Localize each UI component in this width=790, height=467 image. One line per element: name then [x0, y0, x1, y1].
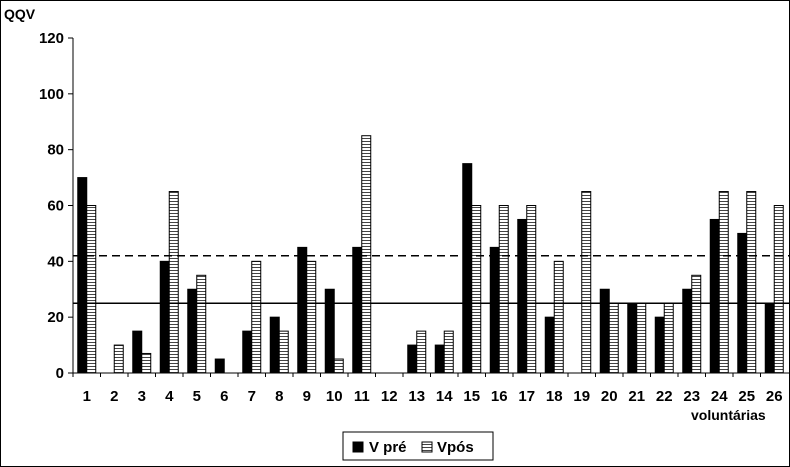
x-tick-label: 25 — [738, 388, 755, 405]
x-tick-label: 7 — [248, 388, 256, 405]
x-tick-label: 13 — [408, 388, 425, 405]
bar-vpos — [526, 205, 537, 374]
x-tick-label: 21 — [628, 388, 645, 405]
x-tick-label: 12 — [381, 388, 398, 405]
x-tick-label: 8 — [275, 388, 283, 405]
bar-vpos — [168, 191, 179, 374]
x-tick-label: 23 — [683, 388, 700, 405]
y-axis-title: QQV — [4, 6, 36, 22]
legend-box — [342, 431, 494, 461]
x-tick-label: 1 — [83, 388, 91, 405]
bar-v-pre — [627, 302, 638, 374]
bar-vpos — [608, 302, 619, 374]
x-tick-label: 14 — [436, 388, 453, 405]
y-tick-label: 100 — [39, 86, 64, 103]
x-tick-label: 9 — [303, 388, 311, 405]
bar-vpos — [361, 135, 372, 374]
bar-vpos — [663, 302, 674, 374]
bar-v-pre — [599, 288, 610, 374]
bar-v-pre — [682, 288, 693, 374]
x-tick-label: 15 — [463, 388, 480, 405]
x-axis: 1 2 3 4 5 6 7 8 9 10 11 12 13 14 15 16 17 18 19 20 21 22 23 24 2… — [72, 373, 783, 405]
x-tick-label: 18 — [546, 388, 563, 405]
x-tick-label: 10 — [326, 388, 343, 405]
bar-v-pre — [242, 330, 253, 374]
reference-lines — [73, 255, 790, 304]
x-tick-label: 11 — [354, 388, 370, 405]
bar-vpos — [196, 274, 207, 374]
x-tick-label: 16 — [491, 388, 508, 405]
y-tick-label: 40 — [47, 253, 64, 270]
bar-vpos — [416, 330, 427, 374]
bar-v-pre — [132, 330, 143, 374]
bar-v-pre — [324, 288, 335, 374]
x-tick-label: 6 — [220, 388, 228, 405]
bar-v-pre — [269, 316, 280, 374]
x-tick-label: 19 — [573, 388, 590, 405]
bar-vpos — [581, 191, 592, 374]
x-tick-label: 22 — [656, 388, 673, 405]
y-tick-label: 80 — [47, 142, 64, 159]
x-tick-label: 24 — [711, 388, 728, 405]
bar-v-pre — [517, 218, 528, 374]
legend-swatch-v-pre — [352, 441, 364, 453]
y-tick-label: 120 — [39, 30, 64, 47]
bar-vpos — [553, 260, 564, 374]
bar-vpos — [746, 191, 757, 374]
bar-vpos — [333, 358, 344, 374]
bar-vpos — [636, 302, 647, 374]
legend-label-v-pre: V pré — [369, 439, 407, 456]
x-tick-label: 2 — [110, 388, 118, 405]
bar-v-pre — [462, 163, 473, 374]
x-axis-title: voluntárias — [691, 407, 766, 423]
bar-v-pre — [407, 344, 418, 374]
y-tick-label: 0 — [56, 365, 64, 382]
bar-vpos — [251, 260, 262, 374]
bar-v-pre — [187, 288, 198, 374]
x-tick-label: 26 — [766, 388, 783, 405]
y-axis: 0 20 40 60 80 100 120 — [39, 30, 73, 382]
legend: V pré Vpós — [342, 431, 494, 461]
bar-v-pre — [764, 302, 775, 374]
bar-vpos — [691, 274, 702, 374]
legend-label-vpos: Vpós — [437, 439, 474, 456]
bars — [77, 135, 784, 374]
legend-swatch-vpos — [421, 441, 433, 453]
y-tick-label: 60 — [47, 198, 64, 215]
x-tick-label: 17 — [518, 388, 535, 405]
bar-v-pre — [654, 316, 665, 374]
y-tick-label: 20 — [47, 309, 64, 326]
bar-vpos — [718, 191, 729, 374]
x-tick-label: 4 — [165, 388, 174, 405]
x-tick-label: 5 — [193, 388, 201, 405]
bar-vpos — [306, 260, 317, 374]
bar-vpos — [141, 352, 152, 374]
bar-v-pre — [434, 344, 445, 374]
bar-v-pre — [297, 246, 308, 374]
bar-v-pre — [544, 316, 555, 374]
x-tick-label: 3 — [138, 388, 146, 405]
bar-v-pre — [77, 177, 88, 374]
bar-v-pre — [159, 260, 170, 374]
bar-vpos — [498, 205, 509, 374]
bar-v-pre — [489, 246, 500, 374]
bar-v-pre — [709, 218, 720, 374]
bar-vpos — [443, 330, 454, 374]
bar-v-pre — [352, 246, 363, 374]
bar-vpos — [278, 330, 289, 374]
bar-vpos — [471, 205, 482, 374]
bar-v-pre — [214, 358, 225, 374]
bar-vpos — [86, 205, 97, 374]
bar-vpos — [773, 205, 784, 374]
bar-vpos — [113, 344, 124, 374]
x-tick-label: 20 — [601, 388, 618, 405]
